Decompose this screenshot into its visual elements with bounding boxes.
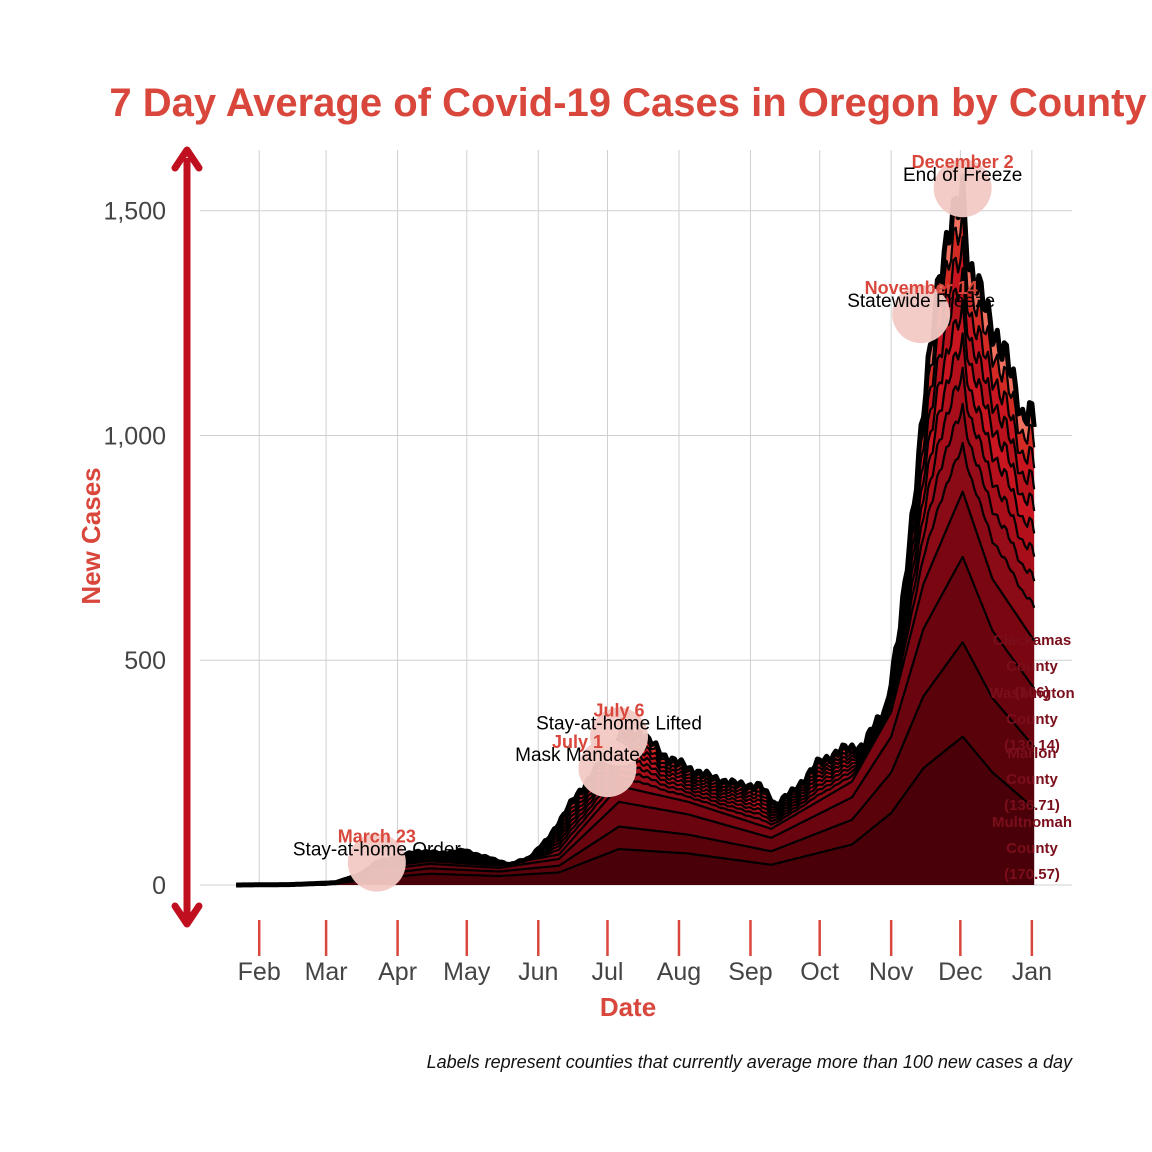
event-marker: [933, 159, 992, 218]
stack-layer: [236, 367, 1035, 885]
x-tick-label: Dec: [938, 958, 982, 986]
event-date: July 6: [593, 701, 644, 721]
county-label-value: (130.14): [1004, 737, 1060, 754]
event-label: Stay-at-home Lifted: [536, 714, 702, 735]
caption: Labels represent counties that currently…: [427, 1052, 1073, 1072]
county-label-value: (136.71): [1004, 797, 1060, 814]
event-date: July 1: [552, 732, 603, 752]
event-marker: [347, 833, 406, 892]
x-tick-label: Oct: [800, 958, 839, 986]
county-label-suffix: County: [1006, 771, 1058, 788]
county-label-suffix: County: [1006, 840, 1058, 857]
x-tick-label: Mar: [305, 958, 348, 986]
event-label: End of Freeze: [903, 165, 1022, 186]
y-tick-label: 0: [152, 872, 166, 900]
x-axis-title: Date: [600, 992, 656, 1022]
county-label-value: (170.57): [1004, 866, 1060, 883]
event-date: November 14: [865, 278, 978, 298]
stack-layer: [236, 443, 1035, 885]
x-axis-ticks: Feb Mar Apr May Jun Jul Aug Sep Oct Nov Dec Jan: [238, 920, 1052, 986]
stack-layer: [236, 556, 1035, 885]
y-tick-label: 1,000: [103, 422, 166, 450]
stack-layer: [236, 642, 1035, 885]
y-tick-label: 500: [124, 647, 166, 675]
county-label-name: Marion: [1007, 745, 1056, 762]
event-date: December 2: [912, 152, 1014, 172]
x-tick-label: Jan: [1012, 958, 1052, 986]
event-marker: [892, 285, 951, 344]
y-tick-label: 1,500: [103, 198, 166, 226]
x-tick-label: Sep: [728, 958, 772, 986]
x-tick-label: Jul: [591, 958, 623, 986]
y-axis-title: New Cases: [76, 467, 106, 604]
x-tick-label: Jun: [518, 958, 558, 986]
event-date: March 23: [338, 827, 416, 847]
event-marker: [590, 707, 649, 766]
y-axis-ticks: 0 500 1,000 1,500: [103, 198, 166, 900]
x-tick-label: Feb: [238, 958, 281, 986]
county-label-suffix: County: [1006, 658, 1058, 675]
event-label: Mask Mandate: [515, 745, 640, 766]
stack-layer: [236, 403, 1035, 885]
event-label: Stay-at-home Order: [293, 840, 462, 861]
y-arrow-head-bottom: [171, 902, 203, 928]
x-tick-label: Nov: [869, 958, 914, 986]
county-label-name: Washington: [989, 685, 1074, 702]
county-label-name: Multnomah: [992, 814, 1072, 831]
event-label: Statewide Freeze: [847, 291, 995, 312]
y-arrow-head-top: [171, 146, 203, 172]
x-tick-label: Aug: [657, 958, 701, 986]
y-axis-arrow: [171, 146, 203, 928]
county-label-value: (106): [1014, 684, 1049, 701]
county-label-suffix: County: [1006, 711, 1058, 728]
x-tick-label: Apr: [378, 958, 417, 986]
stack-layer: [236, 491, 1035, 885]
chart-title: 7 Day Average of Covid-19 Cases in Orego…: [109, 81, 1147, 125]
county-labels: Clackamas County (106)Washington County (130…: [989, 632, 1074, 883]
stack-layer: [236, 736, 1035, 885]
county-label-name: Clackamas: [993, 632, 1071, 649]
x-tick-label: May: [443, 958, 491, 986]
